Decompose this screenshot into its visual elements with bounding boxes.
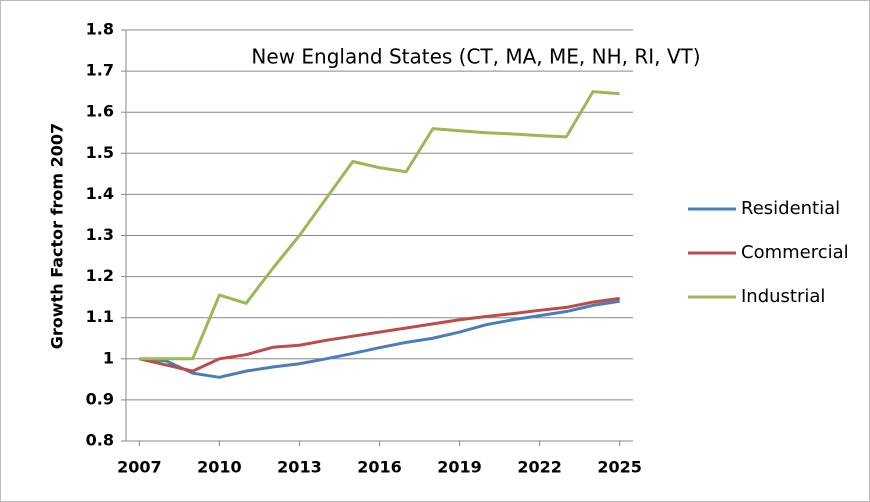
chart-title: New England States (CT, MA, ME, NH, RI, … bbox=[251, 45, 700, 69]
x-tick-label: 2016 bbox=[357, 458, 402, 477]
y-tick-label: 1 bbox=[103, 348, 114, 367]
y-tick-label: 1.3 bbox=[86, 225, 114, 244]
y-tick-label: 0.8 bbox=[86, 431, 114, 450]
x-tick-label: 2025 bbox=[597, 458, 642, 477]
y-tick-label: 1.1 bbox=[86, 307, 114, 326]
line bbox=[139, 90, 620, 361]
y-tick-label: 1.7 bbox=[86, 61, 114, 80]
y-tick-label: 1.2 bbox=[86, 266, 114, 285]
x-tick-label: 2013 bbox=[277, 458, 322, 477]
legend-label: Industrial bbox=[741, 286, 825, 307]
y-tick-label: 1.5 bbox=[86, 143, 114, 162]
x-tick-label: 2010 bbox=[197, 458, 242, 477]
y-axis-label: Growth Factor from 2007 bbox=[48, 123, 67, 349]
y-tick-label: 1.4 bbox=[86, 184, 114, 203]
x-tick-label: 2007 bbox=[117, 458, 162, 477]
x-tick-label: 2019 bbox=[437, 458, 482, 477]
legend-label: Residential bbox=[741, 198, 840, 219]
line bbox=[139, 299, 620, 379]
line bbox=[139, 296, 620, 373]
legend-label: Commercial bbox=[741, 242, 849, 263]
x-tick-label: 2022 bbox=[517, 458, 562, 477]
y-tick-label: 0.9 bbox=[86, 389, 114, 408]
y-tick-label: 1.8 bbox=[86, 20, 114, 39]
y-tick-label: 1.6 bbox=[86, 102, 114, 121]
